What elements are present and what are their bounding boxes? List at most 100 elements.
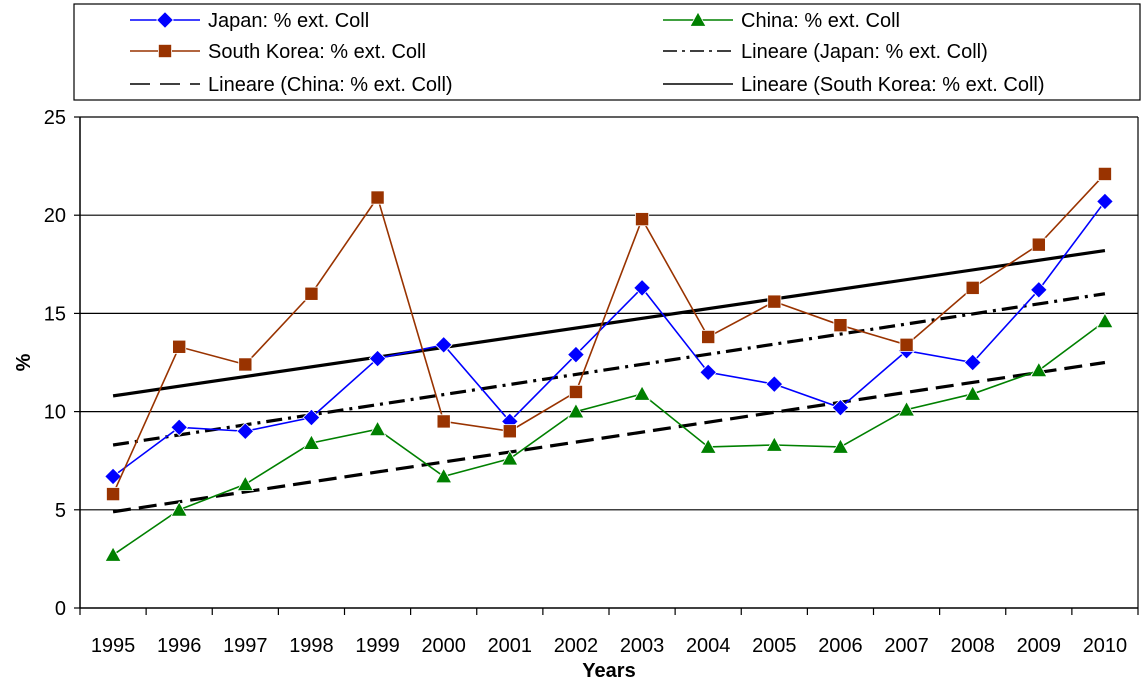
series-china-ext-coll: [104, 312, 1114, 562]
data-point-south-korea-ext-coll-2009: [1031, 237, 1046, 252]
legend-item-japan-ext-coll: Japan: % ext. Coll: [130, 10, 369, 32]
x-tick-label-1999: 1999: [355, 635, 400, 657]
legend-marker-swatch: [689, 11, 707, 27]
data-point-china-ext-coll-2003: [633, 385, 651, 401]
y-tick-label-25: 25: [44, 107, 66, 129]
gridlines: [80, 116, 1138, 511]
x-tick-label-2008: 2008: [950, 635, 995, 657]
y-tick-label-15: 15: [44, 303, 66, 325]
data-point-japan-ext-coll-2008: [963, 353, 982, 372]
data-point-china-ext-coll-2009: [1030, 361, 1048, 378]
series-japan-ext-coll: [104, 192, 1114, 486]
data-point-japan-ext-coll-1995: [104, 467, 122, 486]
legend-item-lineare-south-korea-ext-coll: Lineare (South Korea: % ext. Coll): [663, 74, 1045, 96]
x-axis-title: Years: [582, 660, 635, 682]
trendline-lineare-south-korea-ext-coll: [112, 248, 1106, 398]
x-tick-label-2010: 2010: [1083, 635, 1128, 657]
data-point-japan-ext-coll-2000: [434, 336, 453, 354]
data-point-china-ext-coll-1999: [368, 420, 387, 437]
data-point-japan-ext-coll-2005: [765, 375, 784, 393]
data-point-china-ext-coll-2008: [964, 385, 982, 401]
series-line-south-korea-ext-coll: [112, 173, 1106, 495]
axes: 0 5 10 15 20 25 1995 1996 1997 1998 1999 2000 2001 20…: [44, 107, 1139, 657]
x-tick-label-1995: 1995: [91, 635, 136, 657]
data-point-south-korea-ext-coll-2006: [833, 318, 848, 333]
x-tick-label-2001: 2001: [488, 635, 533, 657]
legend-item-china-ext-coll: China: % ext. Coll: [663, 10, 900, 32]
data-point-south-korea-ext-coll-2008: [965, 280, 980, 295]
x-tick-label-1998: 1998: [289, 635, 334, 657]
data-point-japan-ext-coll-2002: [567, 345, 585, 364]
x-tick-label-2000: 2000: [421, 635, 466, 657]
data-point-south-korea-ext-coll-2003: [635, 212, 650, 227]
legend: Japan: % ext. Coll China: % ext. Coll Sout…: [73, 3, 1141, 101]
series-line-japan-ext-coll: [112, 200, 1106, 478]
data-point-china-ext-coll-2006: [831, 438, 850, 454]
y-tick-label-10: 10: [44, 402, 66, 424]
legend-marker-swatch: [157, 44, 172, 59]
trendlines: [112, 248, 1106, 514]
data-point-china-ext-coll-1998: [302, 434, 321, 450]
data-point-south-korea-ext-coll-2001: [502, 424, 517, 439]
data-point-china-ext-coll-2005: [765, 436, 783, 452]
trendline-lineare-china-ext-coll: [112, 360, 1106, 514]
y-tick-label-20: 20: [44, 205, 66, 227]
legend-marker-swatch: [156, 11, 174, 29]
data-point-south-korea-ext-coll-1999: [370, 190, 385, 205]
data-point-japan-ext-coll-2009: [1029, 281, 1048, 299]
legend-item-south-korea-ext-coll: South Korea: % ext. Coll: [130, 41, 426, 63]
data-point-south-korea-ext-coll-2004: [701, 329, 716, 344]
x-tick-label-2009: 2009: [1017, 635, 1062, 657]
data-point-china-ext-coll-2000: [435, 467, 453, 484]
data-point-south-korea-ext-coll-2007: [899, 337, 914, 352]
y-axis-title: %: [13, 353, 35, 371]
data-point-japan-ext-coll-1997: [236, 422, 255, 441]
data-point-south-korea-ext-coll-2000: [436, 414, 451, 429]
x-tick-label-2004: 2004: [686, 635, 731, 657]
data-point-japan-ext-coll-1998: [302, 408, 321, 427]
legend-label: Lineare (South Korea: % ext. Coll): [741, 74, 1045, 96]
data-point-china-ext-coll-2002: [567, 402, 585, 419]
series-line-china-ext-coll: [112, 320, 1106, 556]
data-point-japan-ext-coll-2010: [1096, 192, 1114, 211]
data-point-china-ext-coll-2010: [1096, 312, 1114, 328]
data-point-china-ext-coll-2004: [699, 438, 717, 454]
data-point-south-korea-ext-coll-1997: [238, 357, 253, 372]
legend-item-lineare-japan-ext-coll: Lineare (Japan: % ext. Coll): [663, 41, 988, 63]
x-tick-label-2006: 2006: [818, 635, 863, 657]
data-point-south-korea-ext-coll-2002: [568, 384, 583, 399]
y-tick-label-5: 5: [55, 500, 66, 522]
data-point-south-korea-ext-coll-2010: [1097, 166, 1112, 181]
data-point-china-ext-coll-2007: [897, 400, 916, 417]
x-tick-label-1997: 1997: [223, 635, 268, 657]
data-point-south-korea-ext-coll-1995: [106, 487, 121, 502]
data-point-japan-ext-coll-1999: [368, 349, 387, 368]
legend-box: [73, 3, 1141, 101]
legend-item-lineare-china-ext-coll: Lineare (China: % ext. Coll): [130, 74, 453, 96]
data-point-japan-ext-coll-2004: [699, 363, 718, 382]
legend-label: South Korea: % ext. Coll: [208, 41, 426, 63]
legend-label: Lineare (China: % ext. Coll): [208, 74, 453, 96]
legend-label: Lineare (Japan: % ext. Coll): [741, 41, 988, 63]
x-tick-label-1996: 1996: [157, 635, 202, 657]
data-point-china-ext-coll-1995: [104, 546, 122, 562]
data-point-south-korea-ext-coll-2005: [767, 294, 782, 309]
trendline-lineare-japan-ext-coll: [112, 292, 1106, 447]
data-point-china-ext-coll-1996: [170, 501, 188, 517]
data-point-china-ext-coll-2001: [501, 449, 519, 466]
legend-label: China: % ext. Coll: [741, 10, 900, 32]
x-tick-label-2002: 2002: [554, 635, 599, 657]
data-point-japan-ext-coll-2003: [633, 279, 651, 297]
x-tick-label-2005: 2005: [752, 635, 797, 657]
y-tick-label-0: 0: [55, 598, 66, 620]
data-point-japan-ext-coll-1996: [170, 418, 189, 437]
data-point-china-ext-coll-1997: [236, 475, 254, 492]
data-series: [104, 166, 1114, 562]
x-tick-label-2007: 2007: [884, 635, 929, 657]
series-south-korea-ext-coll: [106, 166, 1112, 502]
data-point-japan-ext-coll-2006: [831, 398, 850, 417]
x-tick-label-2003: 2003: [620, 635, 665, 657]
legend-label: Japan: % ext. Coll: [208, 10, 369, 32]
